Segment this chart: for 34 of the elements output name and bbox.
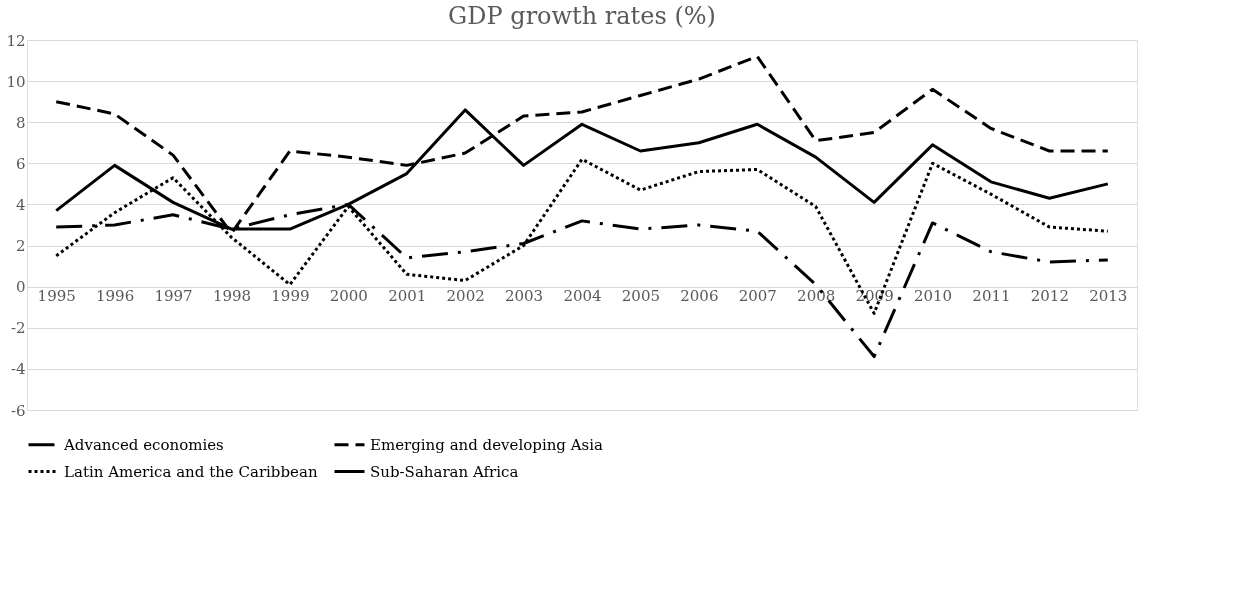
chart-title: GDP growth rates (%) [448,2,716,30]
y-tick-label: 0 [15,278,26,297]
y-tick-label: 10 [6,72,26,91]
x-tick-label: 1997 [154,287,193,306]
legend-label: Latin America and the Caribbean [64,462,318,481]
x-tick-label: 2009 [855,287,894,306]
x-tick-label: 2006 [680,287,719,306]
x-tick-label: 2000 [329,287,368,306]
x-tick-label: 2011 [972,287,1011,306]
y-tick-label: -6 [10,401,26,420]
x-tick-label: 2013 [1089,287,1128,306]
x-tick-label: 2003 [504,287,544,306]
legend-label: Sub-Saharan Africa [370,462,519,481]
x-tick-label: 2007 [738,287,777,306]
y-tick-label: 2 [15,237,26,256]
x-tick-label: 2002 [446,287,485,306]
x-tick-label: 2012 [1030,287,1069,306]
x-tick-label: 1995 [37,287,76,306]
legend-label: Advanced economies [63,435,224,454]
x-tick-label: 1999 [271,287,310,306]
legend-label: Emerging and developing Asia [370,435,604,454]
x-tick-label: 2001 [388,287,427,306]
y-tick-label: -2 [10,319,26,338]
x-tick-label: 1996 [96,287,135,306]
y-tick-label: 4 [15,195,26,214]
x-tick-label: 1998 [212,287,252,306]
y-tick-label: 6 [15,154,26,173]
x-tick-label: 2010 [913,287,953,306]
y-tick-label: -4 [10,360,26,379]
y-tick-label: 12 [6,31,26,50]
x-tick-label: 2005 [621,287,661,306]
y-tick-label: 8 [15,113,26,132]
x-tick-label: 2008 [797,287,836,306]
x-tick-label: 2004 [563,287,602,306]
